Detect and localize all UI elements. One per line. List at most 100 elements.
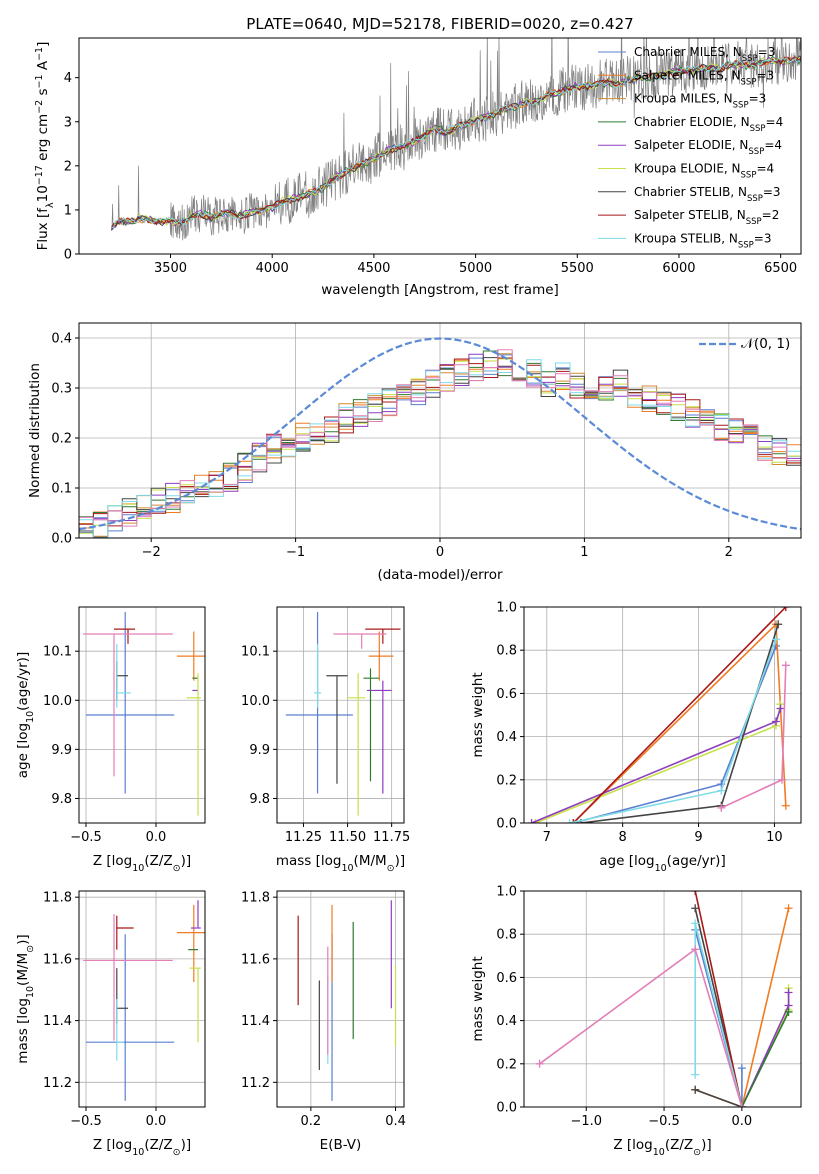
legend-sub: SSP <box>741 171 757 181</box>
age_vs_Z-ytick-label: 9.8 <box>51 792 72 807</box>
weight_vs_Z-ytick-label: 0.2 <box>496 1057 517 1072</box>
spectrum-ylabel: Flux [fλ10−17 erg cm−2 s−1 A−1] <box>34 42 56 251</box>
legend-label-salp_miles: Salpeter MILES, NSSP=3 <box>634 68 774 87</box>
spectrum-ylabel-part: Flux [f <box>35 207 51 251</box>
weight_vs_Z-ytick-label: 0.6 <box>496 971 517 986</box>
weight_vs_Z-xlabel-part: (Z/Z <box>665 1137 693 1153</box>
weight_vs_Z-xlabel-part: 10 <box>653 1147 665 1158</box>
mass_vs_Z-xlabel-part: 10 <box>132 1147 144 1158</box>
histogram-chab_miles <box>79 354 801 533</box>
mass_vs_Z-xlabel-part: ⊙ <box>173 1147 181 1158</box>
legend-text: Kroupa ELODIE, N <box>634 162 741 176</box>
age_vs_Z-ytick-label: 10.1 <box>43 645 72 660</box>
spectrum-ylabel-part: erg cm <box>35 114 51 165</box>
weight-marker-krou_stelib <box>771 635 780 644</box>
legend-suffix: =4 <box>764 138 782 152</box>
spectrum-xtick-label: 4500 <box>357 261 390 276</box>
age_vs_mass-xlabel-part: )] <box>395 853 406 869</box>
weight-marker-pink <box>717 803 726 812</box>
age_vs_mass-plot-area <box>285 611 401 816</box>
weight-marker-salp_miles <box>784 904 793 913</box>
age_vs_mass-ytick-label: 10.0 <box>241 694 270 709</box>
spectrum-xlabel: wavelength [Angstrom, rest frame] <box>321 282 559 298</box>
spectrum-model-line-krou_stelib <box>111 57 801 229</box>
weight_vs_age-frame <box>523 606 802 824</box>
mass_vs_Z-xtick-label: −0.5 <box>70 1114 102 1129</box>
legend-label-chab_elodie: Chabrier ELODIE, NSSP=4 <box>634 115 783 134</box>
spectrum-ylabel-part: λ <box>45 202 56 208</box>
mass_vs_Z-xtick-label: 0.0 <box>146 1114 167 1129</box>
spectrum-xtick-label: 4000 <box>256 261 289 276</box>
residuals-ylabel: Normed distribution <box>27 363 43 498</box>
spectrum-ylabel-part: −1 <box>34 47 45 61</box>
spectrum-ylabel-part: −1 <box>34 74 45 88</box>
weight-marker-krou_stelib <box>691 1070 700 1079</box>
spectrum-model-line-chab_stelib <box>111 55 801 231</box>
weight_vs_Z-ytick-label: 0.8 <box>496 928 517 943</box>
weight-line-krou_elodie <box>535 704 782 823</box>
age_vs_mass-frame <box>276 606 405 824</box>
weight_vs_age-ytick-label: 1.0 <box>496 601 517 616</box>
weight-line-chab_elodie <box>741 1011 790 1107</box>
weight-vs-metallicity-panel: −1.0 −0.5 0.0 0.0 0.2 0.4 0.6 0.8 1.0 Z [log10(Z/… <box>470 885 802 1158</box>
spectrum-ytick-label: 2 <box>64 159 72 174</box>
mass_vs_Z-plot-area <box>83 900 205 1101</box>
weight_vs_age-xlabel-part: age [log <box>599 853 654 869</box>
age_vs_Z-ylabel-part: (age/yr)] <box>15 652 31 711</box>
histogram-krou_stelib <box>79 359 801 538</box>
legend-text: Salpeter MILES, N <box>634 68 741 82</box>
residuals-xtick-label: 1 <box>580 545 588 560</box>
mass_vs_Z-xlabel-part: )] <box>181 1137 192 1153</box>
weight-marker-krou_stelib <box>565 819 574 823</box>
figure-title: PLATE=0640, MJD=52178, FIBERID=0020, z=0… <box>246 15 633 33</box>
age_vs_mass-xlabel: mass [log10(M/M⊙)] <box>276 853 405 874</box>
age-vs-mass-panel: 11.25 11.50 11.75 9.8 9.9 10.0 10.1 mass [log10… <box>241 606 410 874</box>
spectrum-ytick-label: 3 <box>64 115 72 130</box>
weight-line-chab_stelib <box>694 908 743 1107</box>
weight_vs_age-ytick-label: 0.4 <box>496 730 517 745</box>
spectrum-ylabel-part: s <box>35 88 51 99</box>
mass_vs_EBV-frame <box>276 890 405 1108</box>
age_vs_Z-ylabel-part: 10 <box>25 711 36 723</box>
histogram-chab_stelib <box>79 357 801 538</box>
legend-sub: SSP <box>750 124 766 134</box>
age_vs_mass-xlabel-part: mass [log <box>276 853 342 869</box>
age_vs_Z-ytick-label: 10.0 <box>43 694 72 709</box>
residuals-panel: −2 −1 0 1 2 0.0 0.1 0.2 0.3 0.4 𝒩(0, 1) (data-model… <box>27 322 802 583</box>
weight_vs_Z-xlabel-part: Z [log <box>613 1137 652 1153</box>
spectrum-ytick-label: 1 <box>64 203 72 218</box>
weight_vs_Z-ytick-label: 0.0 <box>496 1101 517 1116</box>
spectrum-xtick-label: 5500 <box>561 261 594 276</box>
weight-marker-chab_stelib <box>774 620 783 629</box>
legend-label-krou_miles: Kroupa MILES, NSSP=3 <box>634 92 766 111</box>
weight-marker-chab_miles <box>737 1064 746 1073</box>
mass_vs_Z-frame <box>78 890 206 1108</box>
age_vs_Z-frame <box>78 606 206 824</box>
weight_vs_Z-xlabel: Z [log10(Z/Z⊙)] <box>613 1137 711 1158</box>
spectrum-xtick-label: 5000 <box>459 261 492 276</box>
weight_vs_age-xlabel: age [log10(age/yr)] <box>599 853 725 874</box>
gaussian-legend-label: 𝒩(0, 1) <box>741 336 790 352</box>
weight-line-salp_stelib <box>694 891 743 1107</box>
legend-suffix: =3 <box>756 68 774 82</box>
weight-marker-salp_miles <box>781 801 790 810</box>
residuals-xtick-label: −1 <box>286 545 305 560</box>
mass_vs_EBV-xlabel: E(B-V) <box>320 1137 362 1153</box>
age_vs_mass-xlabel-part: (M/M <box>354 853 387 869</box>
legend-suffix: =4 <box>756 162 774 176</box>
mass_vs_Z-ylabel-part: 10 <box>25 986 36 998</box>
legend-label-salp_elodie: Salpeter ELODIE, NSSP=4 <box>634 138 782 157</box>
age-vs-metallicity-panel: −0.5 0.09.89.910.010.1Z [log10(Z/Z⊙)]age … <box>15 606 206 874</box>
mass_vs_EBV-plot-area <box>297 900 397 1101</box>
age_vs_Z-xtick-label: −0.5 <box>70 830 102 845</box>
spectrum-ylabel-part: A <box>35 60 51 74</box>
mass-vs-ebv-panel: 0.2 0.4 11.2 11.4 11.6 11.8 E(B-V) <box>241 890 406 1153</box>
mass_vs_Z-ytick-label: 11.8 <box>43 891 72 906</box>
weight_vs_age-xtick-label: 9 <box>694 830 702 845</box>
weight_vs_Z-xlabel-part: ⊙ <box>693 1147 701 1158</box>
mass_vs_Z-ylabel-part: (M/M <box>15 953 31 986</box>
weight_vs_age-xtick-label: 8 <box>619 830 627 845</box>
weight-marker-chab_stelib <box>691 1085 700 1094</box>
mass_vs_Z-ytick-label: 11.2 <box>43 1076 72 1091</box>
mass_vs_EBV-ytick-label: 11.4 <box>241 1014 270 1029</box>
